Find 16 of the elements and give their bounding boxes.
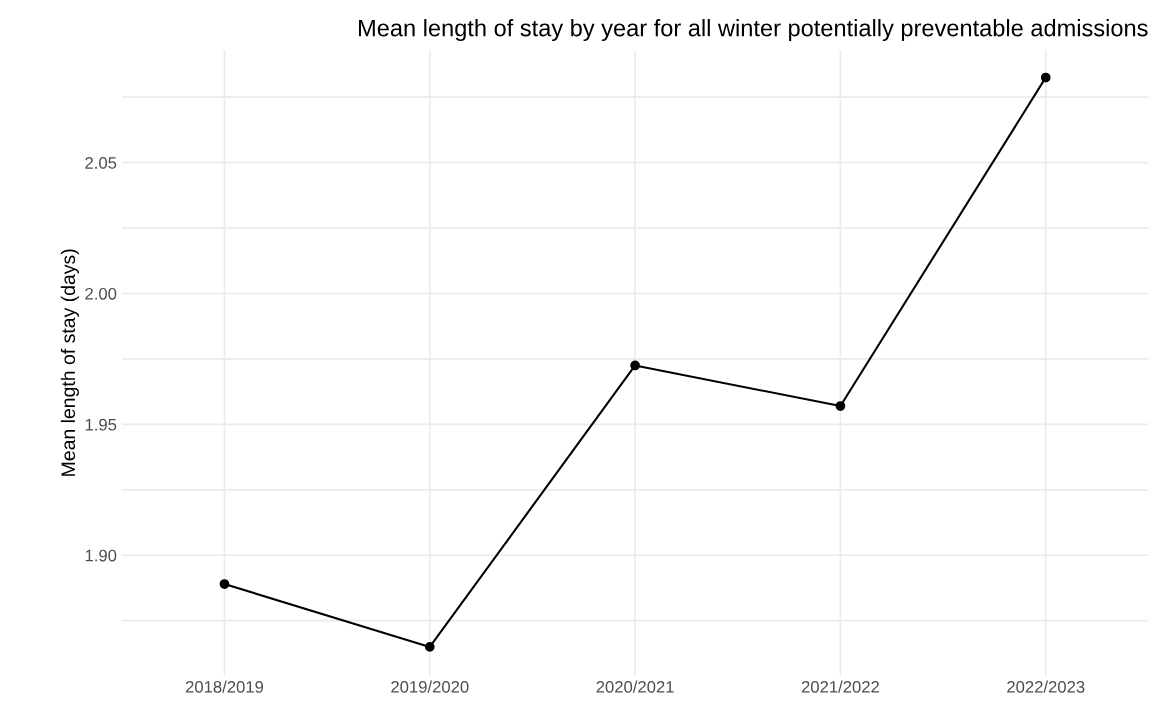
point xyxy=(1040,72,1051,83)
chart-title: Mean length of stay by year for all winter potentially preventable admissions xyxy=(359,19,1148,42)
x-tick-label: 2021/2022 xyxy=(801,680,879,693)
y-tick-label: 2.05 xyxy=(85,157,117,169)
y-tick-label: 1.90 xyxy=(85,549,117,562)
y-tick-label: 2.00 xyxy=(85,287,117,300)
point xyxy=(630,360,640,371)
x-tick-label: 2022/2023 xyxy=(1007,680,1085,693)
x-tick-label: 2018/2019 xyxy=(185,680,264,693)
point xyxy=(219,579,230,589)
x-tick-label: 2019/2020 xyxy=(391,680,469,693)
point xyxy=(424,642,435,652)
y-tick-label: 1.95 xyxy=(85,418,117,431)
y-axis-title: Mean length of stay (days) xyxy=(60,249,79,476)
point xyxy=(835,401,846,411)
x-tick-label: 2020/2021 xyxy=(596,680,674,693)
